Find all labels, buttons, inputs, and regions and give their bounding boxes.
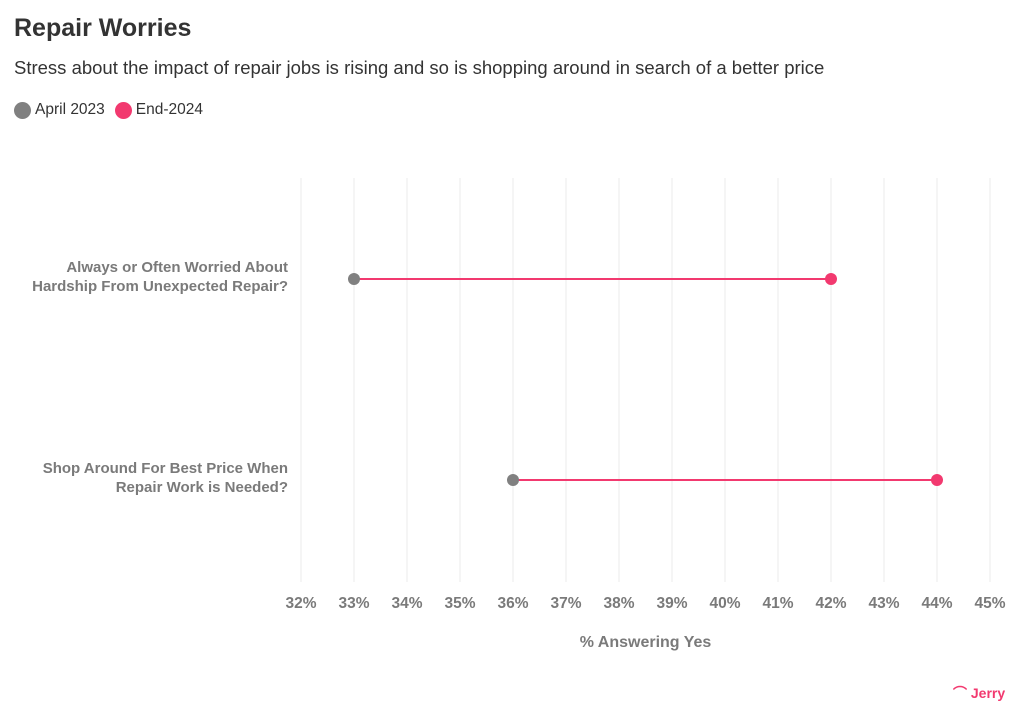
x-tick-label: 34%	[391, 595, 422, 612]
x-tick-label: 40%	[709, 595, 740, 612]
x-tick-label: 37%	[550, 595, 581, 612]
legend: April 2023 End-2024	[14, 101, 213, 119]
data-point	[348, 273, 360, 285]
chart-title: Repair Worries	[14, 14, 192, 42]
category-label: Hardship From Unexpected Repair?	[32, 278, 288, 295]
x-tick-label: 44%	[921, 595, 952, 612]
legend-item-april-2023: April 2023	[14, 101, 105, 119]
chart-subtitle: Stress about the impact of repair jobs i…	[14, 57, 825, 78]
x-tick-label: 33%	[338, 595, 369, 612]
x-tick-label: 45%	[974, 595, 1005, 612]
x-tick-label: 32%	[285, 595, 316, 612]
x-tick-label: 42%	[815, 595, 846, 612]
data-point	[825, 273, 837, 285]
legend-label: April 2023	[35, 101, 105, 118]
legend-swatch	[114, 101, 132, 119]
x-tick-label: 41%	[762, 595, 793, 612]
logo-text: Jerry	[970, 685, 1006, 701]
category-label: Repair Work is Needed?	[116, 479, 288, 496]
x-tick-label: 36%	[497, 595, 528, 612]
x-tick-label: 35%	[444, 595, 475, 612]
legend-item-end-2024: End-2024	[114, 101, 204, 119]
data-point	[507, 474, 519, 486]
x-tick-label: 39%	[656, 595, 687, 612]
data-point	[931, 474, 943, 486]
jerry-logo: ⌒ Jerry	[953, 685, 1006, 701]
x-tick-label: 38%	[603, 595, 634, 612]
category-label: Always or Often Worried About	[66, 259, 288, 276]
x-tick-label: 43%	[868, 595, 899, 612]
legend-label: End-2024	[135, 101, 204, 118]
x-axis-label: % Answering Yes	[580, 634, 712, 651]
legend-swatch	[14, 101, 31, 119]
category-label: Shop Around For Best Price When	[43, 460, 288, 477]
